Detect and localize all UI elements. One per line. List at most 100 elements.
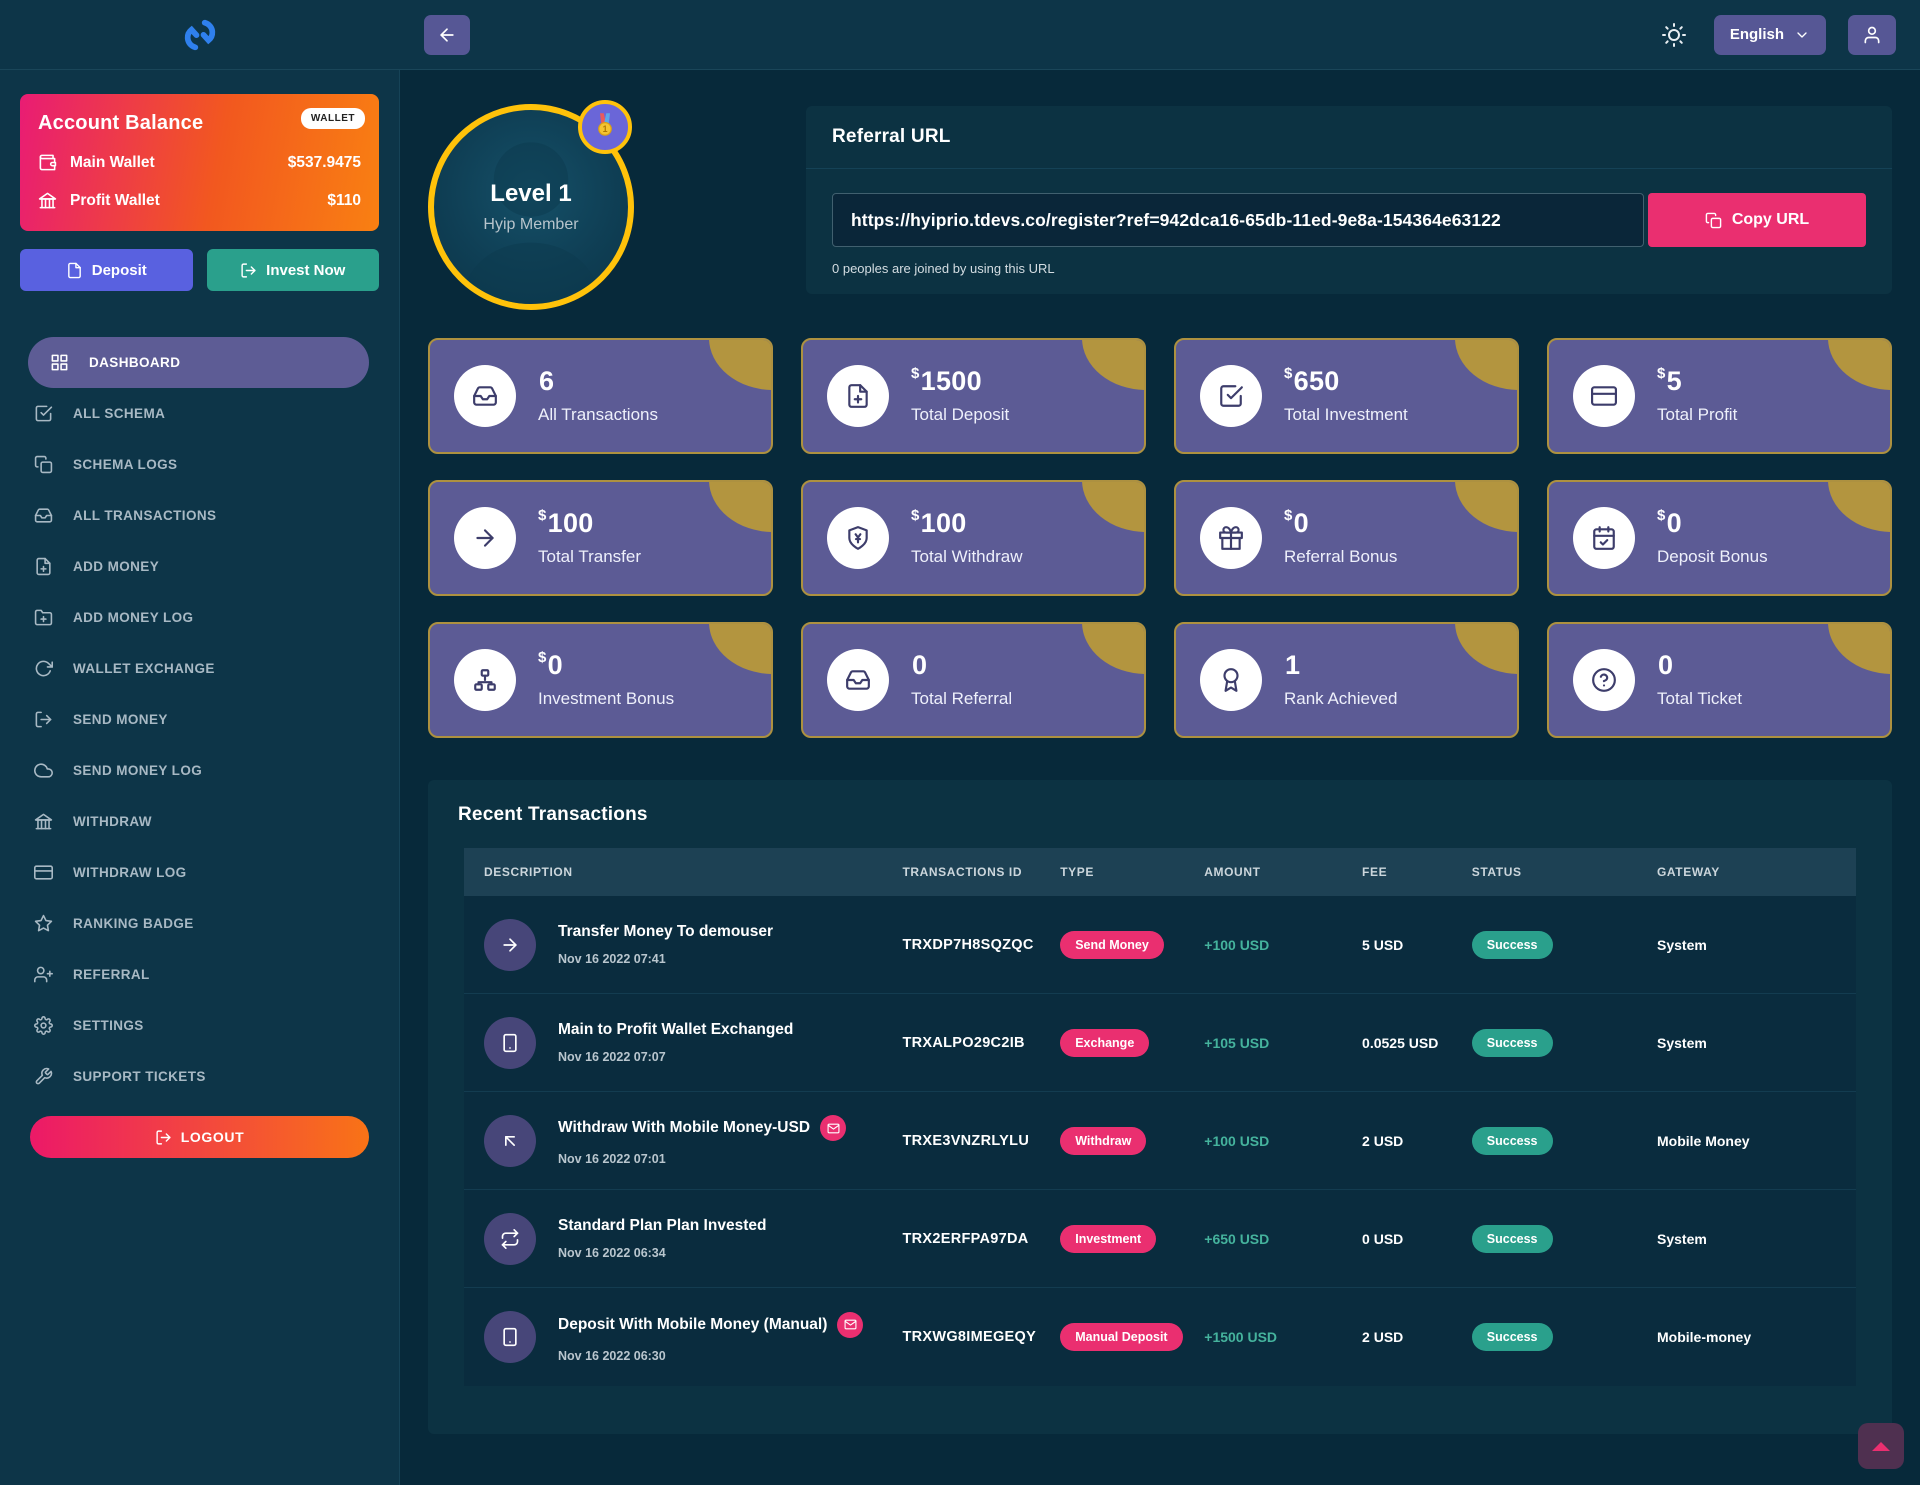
- account-balance-title: Account Balance: [38, 112, 204, 134]
- transaction-status-badge: Success: [1471, 1126, 1553, 1155]
- copy-url-label: Copy URL: [1731, 211, 1810, 228]
- sidebar-item-send-money[interactable]: Send Money: [0, 694, 369, 745]
- stat-value: 0: [912, 649, 928, 680]
- stat-label: Investment Bonus: [538, 688, 675, 708]
- stat-label: Total Profit: [1657, 404, 1738, 424]
- stat-card-total-deposit: $1500 Total Deposit: [801, 338, 1146, 454]
- sidebar-item-schema-logs[interactable]: Schema Logs: [0, 439, 369, 490]
- transaction-title: Transfer Money To demouser: [558, 923, 774, 940]
- inbox-icon: [827, 649, 889, 711]
- inbox-icon: [454, 365, 516, 427]
- copy-url-button[interactable]: Copy URL: [1648, 193, 1866, 247]
- language-select[interactable]: English: [1713, 14, 1826, 55]
- transaction-fee: 5 USD: [1362, 936, 1404, 953]
- logout-icon: [155, 1129, 172, 1146]
- sidebar-item-add-money-log[interactable]: Add Money Log: [0, 592, 369, 643]
- stat-value: 0: [1658, 649, 1674, 680]
- invest-now-button[interactable]: Invest Now: [206, 249, 379, 291]
- sidebar-item-label: Add Money: [73, 559, 160, 574]
- transaction-id: TRXE3VNZRLYLU: [902, 1132, 1030, 1149]
- arrow-right-icon: [484, 918, 536, 971]
- referral-url-input[interactable]: [832, 193, 1644, 247]
- stat-value: 6: [539, 365, 555, 396]
- sidebar-item-referral[interactable]: Referral: [0, 949, 369, 1000]
- sidebar-item-label: Withdraw Log: [73, 865, 187, 880]
- stat-card-total-transfer: $100 Total Transfer: [428, 480, 773, 596]
- currency-symbol: $: [538, 506, 547, 524]
- brand-logo-icon: [184, 19, 216, 50]
- gold-corner-decoration: [1828, 482, 1890, 532]
- column-header-description: Description: [484, 865, 573, 879]
- transaction-gateway: System: [1657, 936, 1707, 953]
- theme-toggle-button[interactable]: [1661, 20, 1692, 50]
- user-role: Hyip Member: [483, 216, 579, 233]
- transaction-type-badge: Send Money: [1060, 930, 1164, 959]
- transaction-gateway: System: [1657, 1230, 1707, 1247]
- folder-plus-icon: [34, 608, 53, 627]
- sidebar-item-label: Schema Logs: [73, 457, 178, 472]
- column-header-fee: Fee: [1362, 865, 1388, 879]
- sidebar-item-label: Settings: [73, 1018, 144, 1033]
- column-header-transactions-id: Transactions Id: [902, 865, 1023, 879]
- gold-corner-decoration: [709, 482, 771, 532]
- sidebar-item-wallet-exchange[interactable]: Wallet Exchange: [0, 643, 369, 694]
- sidebar-item-add-money[interactable]: Add Money: [0, 541, 369, 592]
- stat-label: Total Investment: [1284, 404, 1408, 424]
- column-header-gateway: Gateway: [1657, 865, 1720, 879]
- sidebar-item-send-money-log[interactable]: Send Money Log: [0, 745, 369, 796]
- stat-value: 0: [547, 649, 563, 680]
- transaction-amount: +100 USD: [1204, 936, 1270, 953]
- back-button[interactable]: [424, 14, 470, 55]
- sidebar-item-dashboard[interactable]: Dashboard: [28, 337, 369, 388]
- arrow-right-icon: [454, 507, 516, 569]
- stat-card-total-referral: 0 Total Referral: [801, 622, 1146, 738]
- gold-corner-decoration: [709, 624, 771, 674]
- sidebar-item-ranking-badge[interactable]: Ranking Badge: [0, 898, 369, 949]
- cloud-icon: [34, 761, 53, 780]
- transaction-fee: 0.0525 USD: [1362, 1034, 1439, 1051]
- table-row: Deposit With Mobile Money (Manual) Nov 1…: [464, 1288, 1856, 1386]
- currency-symbol: $: [911, 506, 920, 524]
- sidebar-item-all-schema[interactable]: All Schema: [0, 388, 369, 439]
- gold-corner-decoration: [1455, 624, 1517, 674]
- transaction-amount: +650 USD: [1204, 1230, 1270, 1247]
- sidebar-item-label: Wallet Exchange: [73, 661, 215, 676]
- column-header-status: Status: [1471, 865, 1522, 879]
- sidebar-item-withdraw-log[interactable]: Withdraw Log: [0, 847, 369, 898]
- stat-value: 1: [1285, 649, 1301, 680]
- grid-icon: [50, 353, 69, 372]
- currency-symbol: $: [538, 648, 547, 666]
- sidebar-item-label: Support Tickets: [73, 1069, 206, 1084]
- gold-corner-decoration: [1828, 624, 1890, 674]
- triangle-up-icon: [1872, 1441, 1890, 1451]
- profile-button[interactable]: [1848, 14, 1896, 55]
- transaction-id: TRXDP7H8SQZQC: [902, 936, 1034, 953]
- logout-button[interactable]: LOGOUT: [30, 1116, 369, 1159]
- sidebar-item-withdraw[interactable]: Withdraw: [0, 796, 369, 847]
- sidebar-item-settings[interactable]: Settings: [0, 1000, 369, 1051]
- stat-card-total-withdraw: $100 Total Withdraw: [801, 480, 1146, 596]
- mail-badge-icon: [837, 1311, 864, 1338]
- sidebar-menu: Dashboard All Schema Schema Logs All Tra…: [0, 337, 399, 1102]
- balance-row-value: $537.9475: [287, 154, 361, 171]
- arrow-left-icon: [437, 25, 457, 45]
- sidebar: Account Balance WALLET Main Wallet $537.…: [0, 70, 400, 1485]
- sidebar-item-all-transactions[interactable]: All Transactions: [0, 490, 369, 541]
- sidebar-item-label: Referral: [73, 967, 150, 982]
- transaction-gateway: Mobile-money: [1657, 1329, 1752, 1345]
- shield-yen-icon: [827, 507, 889, 569]
- calendar-check-icon: [1573, 507, 1635, 569]
- column-header-type: Type: [1060, 865, 1094, 879]
- referral-title: Referral URL: [806, 106, 1892, 169]
- balance-row-label: Profit Wallet: [70, 192, 160, 209]
- referral-note: 0 peoples are joined by using this URL: [832, 261, 1055, 276]
- stat-card-total-investment: $650 Total Investment: [1174, 338, 1519, 454]
- sidebar-item-support-tickets[interactable]: Support Tickets: [0, 1051, 369, 1102]
- check-square-icon: [1200, 365, 1262, 427]
- send-icon: [240, 262, 257, 279]
- deposit-button[interactable]: Deposit: [20, 249, 193, 291]
- scroll-top-button[interactable]: [1858, 1423, 1904, 1469]
- sidebar-item-label: Add Money Log: [73, 610, 194, 625]
- main-content: Level 1 Hyip Member 1 Referral URL: [400, 70, 1920, 1485]
